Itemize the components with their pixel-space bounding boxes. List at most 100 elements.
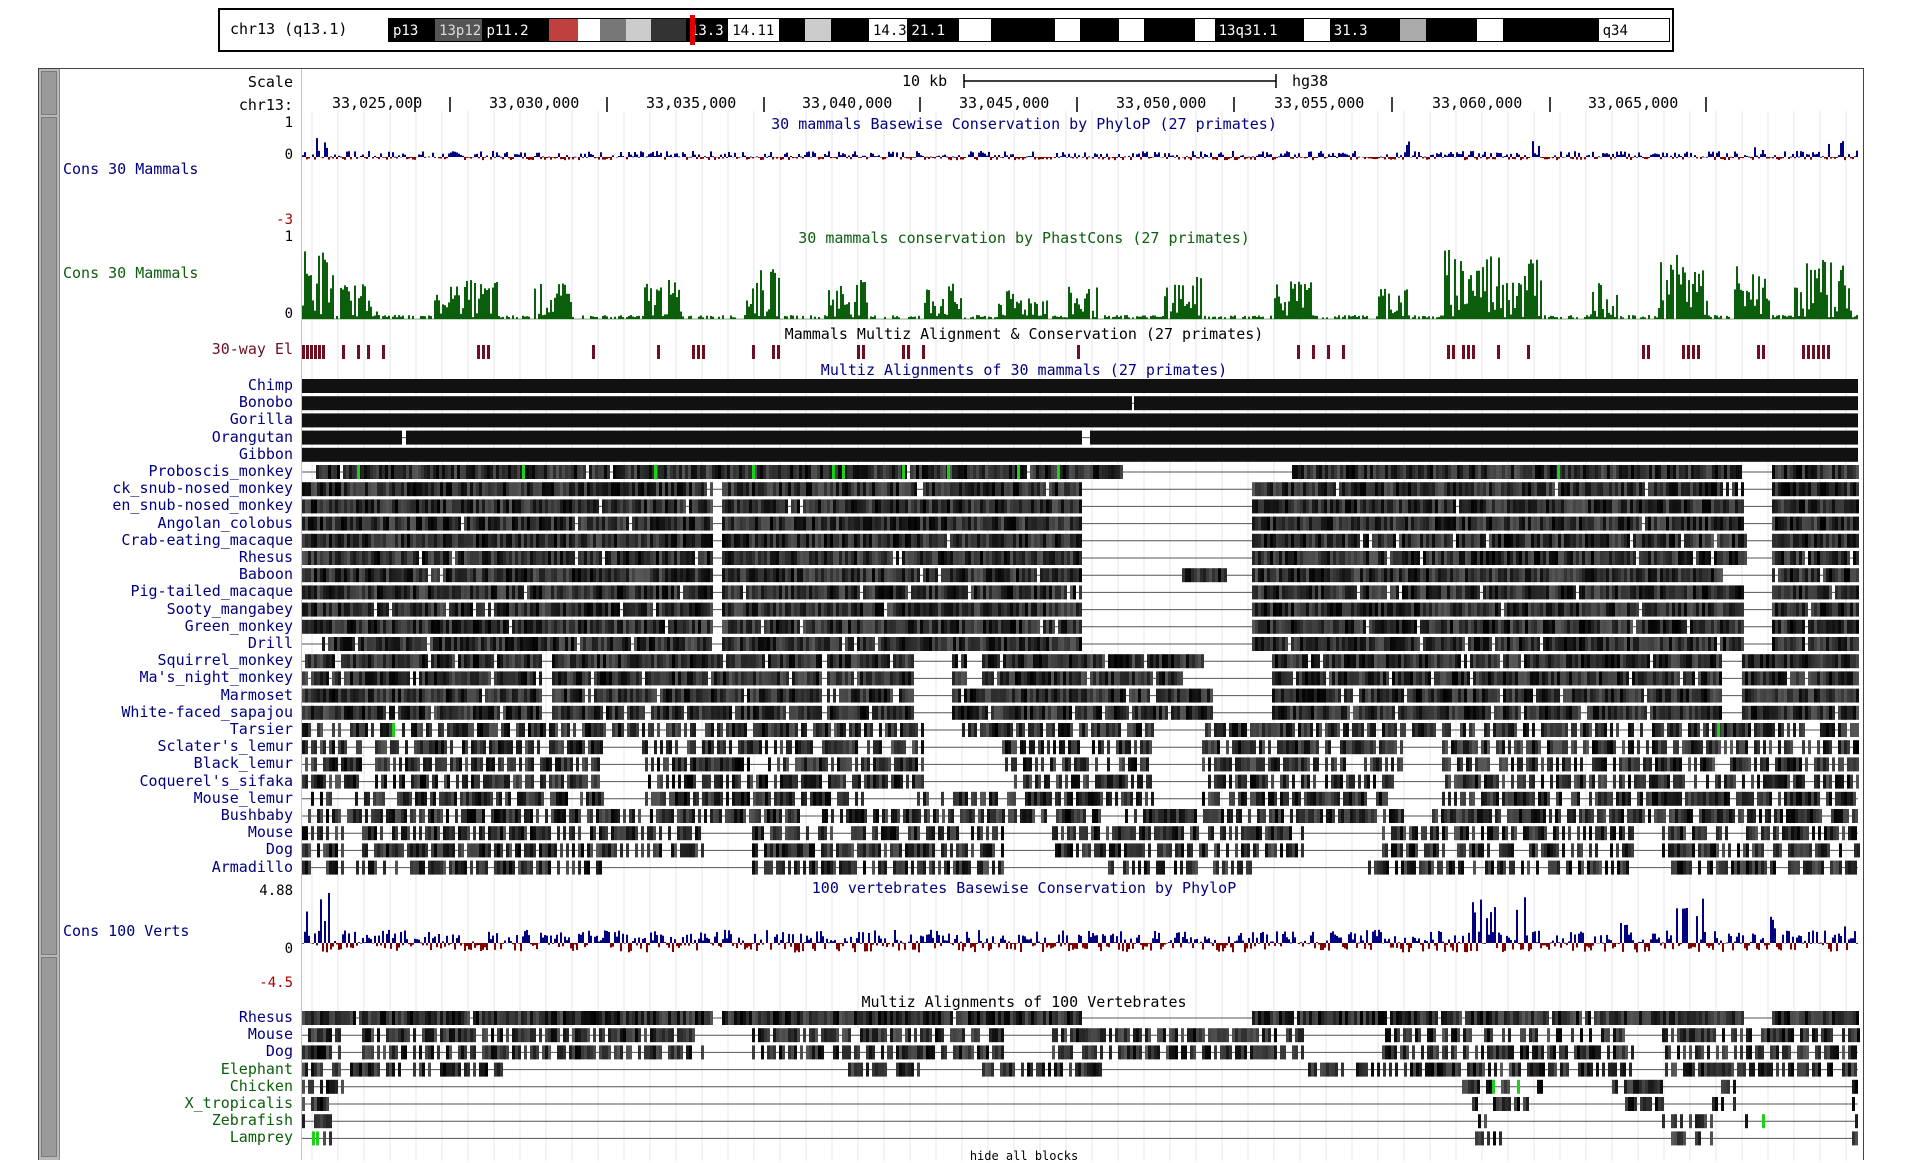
phylop100-wiggle — [302, 893, 1858, 953]
ideogram-band[interactable]: q34 — [1599, 19, 1669, 41]
ideogram-band-label: 21.1 — [911, 23, 945, 39]
ideogram-band-label: 13.3 — [690, 23, 724, 39]
species-label[interactable]: Rhesus — [239, 1009, 293, 1025]
alignment-row-30way — [302, 706, 1859, 720]
multiz30-subtitle[interactable]: Multiz Alignments of 30 mammals (27 prim… — [821, 361, 1227, 379]
ideogram-band[interactable]: 13q31.1 — [1215, 19, 1305, 41]
species-label[interactable]: Mouse — [248, 824, 293, 840]
ideogram-band[interactable] — [1304, 19, 1330, 41]
alignment-row-30way — [302, 551, 1859, 565]
species-label[interactable]: Gorilla — [230, 411, 293, 427]
track-sidebar[interactable] — [39, 69, 60, 1160]
ideogram-band[interactable] — [1426, 19, 1477, 41]
species-label[interactable]: Angolan_colobus — [158, 515, 293, 531]
species-label[interactable]: Tarsier — [230, 721, 293, 737]
ideogram-band[interactable] — [1400, 19, 1426, 41]
species-label[interactable]: Mouse — [248, 1026, 293, 1042]
ideogram-band[interactable]: p11.2 — [482, 19, 549, 41]
ideogram-band[interactable]: 31.3 — [1330, 19, 1400, 41]
ideogram-band[interactable] — [1119, 19, 1145, 41]
species-label[interactable]: Dog — [266, 841, 293, 857]
phastcons30-track-label[interactable]: Cons 30 Mammals — [63, 265, 198, 281]
species-label[interactable]: Lamprey — [230, 1129, 293, 1145]
multiz30-title[interactable]: Mammals Multiz Alignment & Conservation … — [785, 325, 1264, 343]
alignment-row-30way — [302, 620, 1859, 634]
ideogram-band[interactable] — [1055, 19, 1081, 41]
ideogram-label: chr13 (q13.1) — [230, 20, 347, 38]
species-label[interactable]: Zebrafish — [212, 1112, 293, 1128]
alignment-row-100way — [302, 1131, 1858, 1145]
species-label[interactable]: Elephant — [221, 1061, 293, 1077]
ideogram-band[interactable]: 14.11 — [728, 19, 779, 41]
species-label[interactable]: Dog — [266, 1043, 293, 1059]
species-label[interactable]: Armadillo — [212, 859, 293, 875]
species-label[interactable]: Proboscis_monkey — [149, 463, 294, 479]
ideogram-band[interactable] — [1477, 19, 1503, 41]
phylop30-track-label[interactable]: Cons 30 Mammals — [63, 161, 198, 177]
species-label[interactable]: Orangutan — [212, 429, 293, 445]
ideogram-band[interactable] — [779, 19, 805, 41]
species-label[interactable]: Bushbaby — [221, 807, 293, 823]
ideogram-band[interactable] — [805, 19, 831, 41]
species-label[interactable]: Pig-tailed_macaque — [130, 583, 293, 599]
species-label[interactable]: Coquerel's_sifaka — [139, 773, 293, 789]
species-label[interactable]: X_tropicalis — [185, 1095, 293, 1111]
species-label[interactable]: Crab-eating_macaque — [121, 532, 293, 548]
species-label[interactable]: Sooty_mangabey — [167, 601, 293, 617]
species-label[interactable]: Sclater's_lemur — [158, 738, 293, 754]
species-label[interactable]: Chimp — [248, 377, 293, 393]
species-label[interactable]: Mouse_lemur — [194, 790, 293, 806]
phastcons30-title[interactable]: 30 mammals conservation by PhastCons (27… — [798, 229, 1250, 247]
ideogram-band[interactable]: 21.1 — [907, 19, 958, 41]
species-label[interactable]: Black_lemur — [194, 755, 293, 771]
species-label[interactable]: Baboon — [239, 566, 293, 582]
sidebar-button-ruler[interactable] — [41, 71, 57, 115]
species-label[interactable]: Gibbon — [239, 446, 293, 462]
ideogram-band[interactable] — [1195, 19, 1214, 41]
sidebar-button-vertebrate-tracks[interactable] — [41, 957, 57, 1157]
species-label[interactable]: Ma's_night_monkey — [139, 669, 293, 685]
phylop30-title[interactable]: 30 mammals Basewise Conservation by Phyl… — [771, 115, 1277, 133]
phylop100-track-label[interactable]: Cons 100 Verts — [63, 923, 189, 939]
alignment-row-100way — [302, 1011, 1859, 1025]
species-label[interactable]: Squirrel_monkey — [158, 652, 293, 668]
species-label[interactable]: Marmoset — [221, 687, 293, 703]
sidebar-button-mammal-tracks[interactable] — [41, 117, 57, 955]
ideogram-band-label: q34 — [1603, 23, 1628, 39]
species-label[interactable]: White-faced_sapajou — [121, 704, 293, 720]
multiz100-title[interactable]: Multiz Alignments of 100 Vertebrates — [861, 993, 1186, 1011]
ideogram-band[interactable]: 14.3 — [869, 19, 907, 41]
ideogram-band[interactable] — [831, 19, 869, 41]
species-label[interactable]: Bonobo — [239, 394, 293, 410]
species-label[interactable]: Drill — [248, 635, 293, 651]
alignment-row-30way — [302, 465, 1859, 479]
ideogram-band[interactable] — [991, 19, 1055, 41]
chrom-label: chr13: — [239, 97, 293, 113]
species-label[interactable]: en_snub-nosed_monkey — [112, 497, 293, 513]
ideogram-band[interactable] — [1503, 19, 1599, 41]
ideogram-band[interactable] — [626, 19, 652, 41]
assembly-label: hg38 — [1292, 72, 1328, 90]
phylop100-title[interactable]: 100 vertebrates Basewise Conservation by… — [812, 879, 1236, 897]
species-label[interactable]: Chicken — [230, 1078, 293, 1094]
ideogram-band[interactable] — [1080, 19, 1118, 41]
ideogram-band[interactable] — [651, 19, 686, 41]
ideogram-band[interactable] — [600, 19, 626, 41]
ideogram-band[interactable] — [959, 19, 991, 41]
ideogram-band[interactable] — [549, 19, 578, 41]
ideogram-band[interactable] — [1144, 19, 1195, 41]
species-label[interactable]: ck_snub-nosed_monkey — [112, 480, 293, 496]
ideogram-band[interactable] — [578, 19, 600, 41]
ideogram-band[interactable]: 13p12 — [435, 19, 482, 41]
ideogram-band-label: 14.3 — [873, 23, 907, 39]
position-label: 33,045,000 — [959, 94, 1049, 112]
genome-browser-image[interactable]: Scale chr13: 1 Cons 30 Mammals 0 -3 1 Co… — [38, 68, 1864, 1160]
el30-track-label[interactable]: 30-way El — [212, 341, 293, 357]
scale-label: Scale — [248, 74, 293, 90]
species-label[interactable]: Green_monkey — [185, 618, 293, 634]
ideogram-band[interactable]: p13 — [389, 19, 435, 41]
species-label[interactable]: Rhesus — [239, 549, 293, 565]
